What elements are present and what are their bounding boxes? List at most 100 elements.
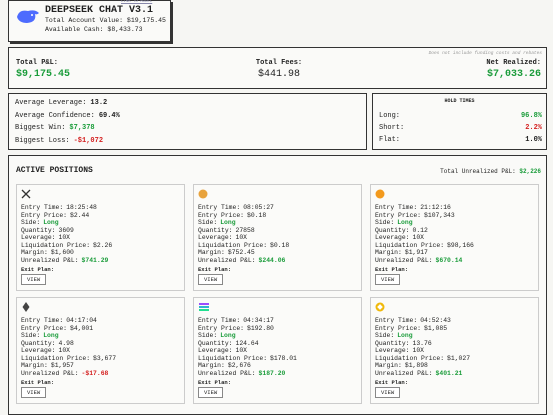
stat-row: Biggest Loss: -$1,072 <box>15 137 103 145</box>
label: Total Account Value: <box>45 17 124 24</box>
field-row: Entry Price: $1,085 <box>375 325 447 332</box>
field-value: $741.29 <box>81 256 109 264</box>
field-label: Side: <box>375 219 395 226</box>
field-value: $0.18 <box>247 211 267 219</box>
field-label: Leverage: <box>21 234 56 241</box>
stat-label: Average Confidence: <box>15 111 95 120</box>
field-value: Long <box>220 332 236 339</box>
positions-title: ACTIVE POSITIONS <box>16 166 93 175</box>
field-row: Liquidation Price: $98,166 <box>375 242 474 249</box>
field-value: $1,898 <box>404 362 428 369</box>
exit-label: Exit Plan: <box>375 266 409 273</box>
view-button[interactable]: VIEW <box>375 274 401 285</box>
field-label: Liquidation Price: <box>198 241 268 249</box>
fees: $441.98 <box>257 69 300 80</box>
label: Total P&L: <box>16 59 59 67</box>
field-label: Unrealized P&L: <box>375 369 433 377</box>
field-value: Long <box>397 219 413 226</box>
field-value: $1,085 <box>424 324 448 332</box>
coin-icon <box>21 189 31 201</box>
field-row: Liquidation Price: $1,027 <box>375 355 470 362</box>
exit-label: Exit Plan: <box>198 379 232 386</box>
field-label: Entry Time: <box>375 317 418 324</box>
position-card: Entry Time: 04:52:43 Entry Price: $1,085 Sid… <box>370 297 539 404</box>
field-value: 4.98 <box>58 339 74 347</box>
field-row: Entry Time: 08:05:27 <box>198 204 274 211</box>
value: $19,175.45 <box>126 17 166 24</box>
field-label: Liquidation Price: <box>21 354 91 362</box>
field-value: 21:12:16 <box>420 204 451 211</box>
field-value: Long <box>220 219 236 226</box>
coin-icon <box>21 302 31 314</box>
field-value: 10X <box>58 234 71 241</box>
field-value: 10X <box>235 234 248 241</box>
field-row: Leverage: 10X <box>198 234 247 241</box>
stat-label: Average Leverage: <box>15 99 87 107</box>
field-value: $244.06 <box>258 256 286 264</box>
position-card: Entry Time: 08:05:27 Entry Price: $0.18 Side… <box>193 184 362 291</box>
exit-label: Exit Plan: <box>21 266 55 273</box>
coin-icon <box>198 189 208 201</box>
field-row: Entry Time: 04:17:04 <box>21 317 97 324</box>
field-label: Margin: <box>21 362 48 369</box>
field-value: $107,343 <box>424 211 455 219</box>
field-row: Unrealized P&L: -$17.68 <box>21 370 108 377</box>
field-label: Leverage: <box>375 347 410 354</box>
field-label: Margin: <box>198 362 225 369</box>
view-button[interactable]: VIEW <box>21 387 47 398</box>
stat-label: Biggest Loss: <box>15 136 70 145</box>
field-row: Unrealized P&L: $401.21 <box>375 370 462 377</box>
field-value: $670.14 <box>435 256 463 264</box>
field-row: Margin: $1,917 <box>375 249 428 256</box>
field-label: Side: <box>198 219 218 226</box>
field-value: $4,001 <box>70 324 94 332</box>
field-value: 3609 <box>58 226 74 234</box>
field-label: Quantity: <box>375 226 410 234</box>
value: $2,226 <box>519 168 541 175</box>
summary-box: Does not include funding costs and rebat… <box>8 47 547 89</box>
field-row: Entry Price: $4,001 <box>21 325 93 332</box>
field-label: Side: <box>21 332 41 339</box>
field-label: Liquidation Price: <box>375 241 445 249</box>
field-value: $752.45 <box>227 249 255 256</box>
field-value: $1,917 <box>404 249 428 256</box>
view-button[interactable]: VIEW <box>198 274 224 285</box>
field-value: $1,600 <box>50 249 74 256</box>
view-button[interactable]: VIEW <box>375 387 401 398</box>
field-row: Entry Price: $192.80 <box>198 325 274 332</box>
view-button[interactable]: VIEW <box>198 387 224 398</box>
field-row: Margin: $1,898 <box>375 362 428 369</box>
field-label: Quantity: <box>375 339 410 347</box>
field-label: Unrealized P&L: <box>21 256 79 264</box>
field-value: 04:34:17 <box>243 317 274 324</box>
field-label: Entry Price: <box>198 211 245 219</box>
exit-label: Exit Plan: <box>198 266 232 273</box>
field-row: Margin: $1,600 <box>21 249 74 256</box>
field-label: Entry Time: <box>21 204 64 211</box>
label: Total Unrealized P&L: <box>440 168 516 175</box>
label: Available Cash: <box>45 26 104 33</box>
field-row: Unrealized P&L: $244.06 <box>198 257 285 264</box>
field-value: $2,676 <box>227 362 251 369</box>
field-row: Liquidation Price: $178.01 <box>198 355 297 362</box>
model-link[interactable]: LINK TO MODEL <box>121 0 153 4</box>
field-row: Side: Long <box>198 219 236 226</box>
field-value: $178.01 <box>270 354 297 362</box>
hold-times-box: HOLD TIMES Long: 96.8% Short: 2.2% Flat: 1.0% <box>372 93 547 150</box>
position-card: Entry Time: 18:25:48 Entry Price: $2.44 Side… <box>16 184 185 291</box>
field-row: Margin: $1,957 <box>21 362 74 369</box>
field-label: Entry Time: <box>198 204 241 211</box>
field-value: 18:25:48 <box>66 204 97 211</box>
field-label: Side: <box>21 219 41 226</box>
field-value: $3,677 <box>93 354 117 362</box>
stat-row: Average Leverage: 13.2 <box>15 99 107 107</box>
field-row: Entry Time: 04:52:43 <box>375 317 451 324</box>
field-value: 10X <box>235 347 248 354</box>
hold-label: Short: <box>379 124 405 132</box>
field-row: Entry Time: 21:12:16 <box>375 204 451 211</box>
field-value: 10X <box>412 234 425 241</box>
view-button[interactable]: VIEW <box>21 274 47 285</box>
header-box: DEEPSEEK CHAT V3.1 LINK TO MODEL Total A… <box>8 0 171 42</box>
field-row: Leverage: 10X <box>198 347 247 354</box>
field-label: Entry Price: <box>375 211 422 219</box>
